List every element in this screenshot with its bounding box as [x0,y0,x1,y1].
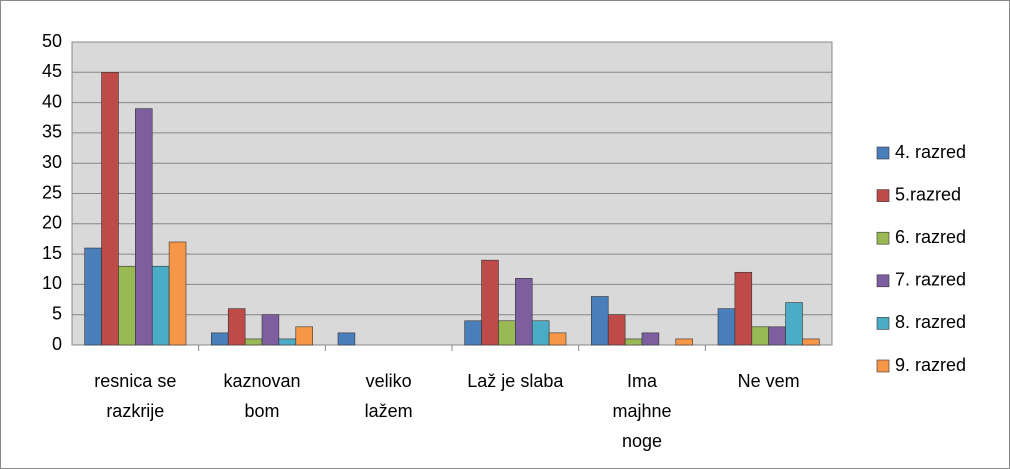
bar [624,338,643,346]
legend-swatch [876,231,890,245]
legend-label: 4. razred [895,142,966,162]
bar [481,259,499,346]
bar [135,108,153,346]
legend-swatch [876,146,890,160]
bar [785,302,803,346]
legend-swatch [876,274,890,288]
bar [591,296,609,346]
y-tick-label: 35 [42,122,62,142]
y-tick-label: 50 [42,31,62,51]
bar [734,271,753,346]
bar [168,241,187,346]
bar [607,314,626,346]
x-tick-label: majhne [612,401,671,421]
legend-swatch [876,189,890,202]
legend-swatch [876,317,890,330]
y-tick-label: 45 [42,61,62,81]
y-tick-label: 10 [42,273,62,293]
legend-label: 9. razred [895,355,966,375]
x-tick-label: Laž je slaba [467,371,564,391]
bar [768,326,786,346]
y-tick-label: 30 [42,152,62,172]
bar [101,72,119,346]
x-tick-label: bom [244,401,279,421]
bar [515,278,533,346]
legend-swatch [876,359,890,373]
legend-label: 7. razred [895,270,966,290]
bar [675,338,693,346]
legend-label: 5.razred [895,184,961,204]
x-tick-label: lažem [365,401,413,421]
bar [227,308,246,346]
bar [641,332,660,346]
x-tick-label: veliko [366,371,412,391]
y-tick-label: 25 [42,182,62,202]
bar [118,265,136,346]
bar [717,308,736,346]
legend-label: 8. razred [895,312,966,332]
legend-label: 6. razred [895,227,966,247]
bar [498,320,516,346]
bar [151,265,170,346]
x-tick-label: Ima [627,371,658,391]
y-tick-label: 15 [42,243,62,263]
y-tick-label: 5 [52,303,62,323]
x-tick-label: razkrije [106,401,164,421]
x-tick-label: resnica se [94,371,176,391]
bar [464,320,482,346]
bar [337,332,356,346]
y-tick-label: 20 [42,213,62,233]
x-tick-label: noge [622,431,662,451]
bar [548,332,567,346]
bar [295,326,313,346]
bar [802,338,820,346]
y-tick-label: 40 [42,91,62,111]
y-tick-label: 0 [52,334,62,354]
bar [751,326,769,346]
bar [211,332,229,346]
x-tick-label: kaznovan [223,371,300,391]
x-tick-label: Ne vem [738,371,800,391]
bar [531,320,550,346]
bar [278,338,297,346]
bar [261,314,280,346]
bar [244,338,263,346]
bar [84,247,102,346]
